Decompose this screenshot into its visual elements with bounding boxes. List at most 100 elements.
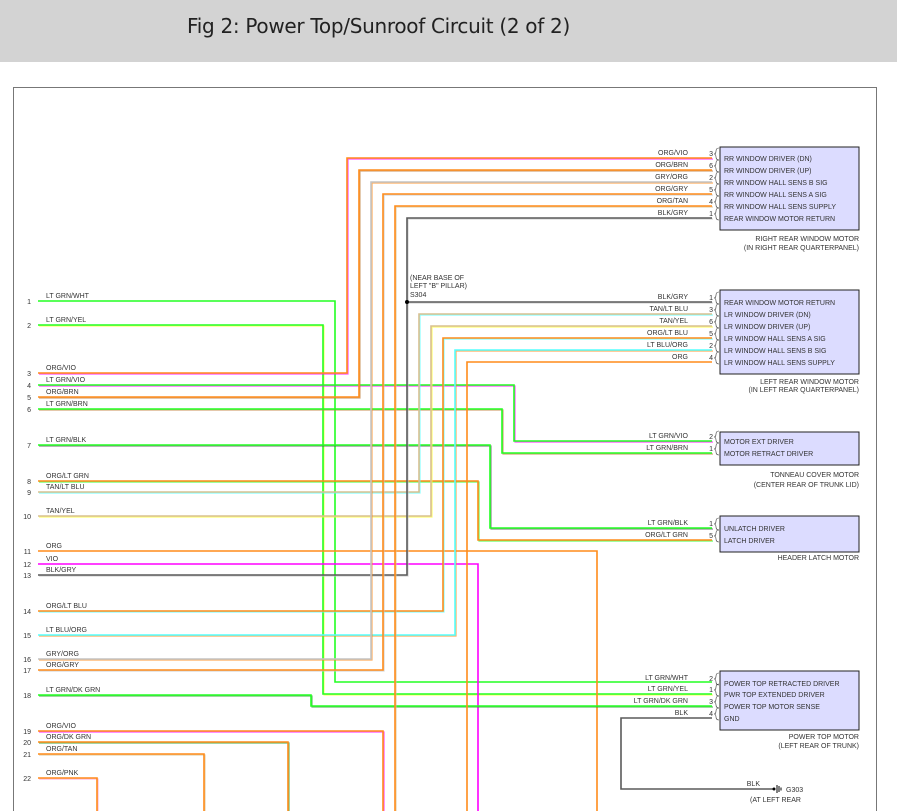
- connector-pin-number: 3: [27, 371, 31, 378]
- wire-stripe: [38, 324, 712, 695]
- connector-bracket-icon: [713, 339, 720, 353]
- connector-wire-label: GRY/ORG: [46, 651, 79, 658]
- splice-dot: [405, 300, 409, 304]
- ground-dot: [772, 787, 776, 791]
- wire-stripe: [38, 384, 712, 442]
- splice-location: (NEAR BASE OF: [410, 275, 464, 282]
- connector-bracket-icon: [713, 707, 720, 721]
- ground-icon: [772, 785, 782, 793]
- component-pin-number: 2: [709, 343, 713, 350]
- wire-stripe: [38, 217, 712, 576]
- wire-org-lt-blu: [38, 337, 713, 613]
- component-wire-label: BLK/GRY: [658, 294, 689, 301]
- connector-wire-label: LT GRN/BLK: [46, 437, 87, 444]
- component-pin-function: POWER TOP MOTOR SENSE: [724, 704, 820, 711]
- component-wire-label: BLK: [675, 710, 689, 717]
- connector-pin-number: 18: [23, 693, 31, 700]
- component-pin-function: RR WINDOW HALL SENS SUPPLY: [724, 204, 836, 211]
- wire-stripe: [38, 550, 598, 811]
- wire-tracer: [39, 338, 713, 613]
- component-pin-number: 3: [709, 307, 713, 314]
- wire-gry-org: [38, 181, 713, 661]
- component-name: LEFT REAR WINDOW MOTOR: [760, 379, 859, 386]
- component-pin-number: 1: [709, 211, 713, 218]
- component-location: (LEFT REAR OF TRUNK): [778, 743, 859, 750]
- component-wire-label: LT GRN/WHT: [645, 675, 689, 682]
- component-pin-number: 4: [709, 711, 713, 718]
- wire-vio: [38, 563, 479, 811]
- wire-stripe: [38, 730, 384, 811]
- wire-org-tan: [38, 753, 206, 811]
- component-wire-label: ORG/BRN: [655, 162, 688, 169]
- connector-wire-label: ORG/TAN: [46, 746, 77, 753]
- component-pin-function: MOTOR RETRACT DRIVER: [724, 451, 813, 458]
- connector-pin-number: 9: [27, 490, 31, 497]
- connector-bracket-icon: [713, 183, 720, 197]
- component-wire-label: LT GRN/YEL: [648, 686, 688, 693]
- connector-pin-number: 16: [23, 657, 31, 664]
- page-title: Fig 2: Power Top/Sunroof Circuit (2 of 2…: [187, 14, 570, 38]
- connector-pin-number: 8: [27, 479, 31, 486]
- component-pin-number: 5: [709, 331, 713, 338]
- component-name: TONNEAU COVER MOTOR: [770, 472, 859, 479]
- wire-stripe: [466, 361, 712, 811]
- ground-wire-label: BLK: [747, 781, 761, 788]
- component-name: POWER TOP MOTOR: [789, 734, 859, 741]
- connector-wire-label: ORG: [46, 543, 62, 550]
- connector-bracket-icon: [713, 529, 720, 543]
- wire-org-pnk: [38, 777, 99, 811]
- connector-pin-number: 12: [23, 562, 31, 569]
- connector-pin-number: 13: [23, 573, 31, 580]
- component-pin-function: LR WINDOW DRIVER (UP): [724, 324, 810, 331]
- component-wire-label: LT BLU/ORG: [647, 342, 688, 349]
- wire-org-vio: [38, 730, 385, 811]
- connector-bracket-icon: [713, 171, 720, 185]
- connector-wire-label: TAN/LT BLU: [46, 484, 85, 491]
- wire-lt-grn-brn: [38, 408, 713, 455]
- wire-tracer: [39, 778, 99, 811]
- connector-wire-label: TAN/YEL: [46, 508, 75, 515]
- wire-stripe: [38, 313, 712, 493]
- component-pin-number: 1: [709, 521, 713, 528]
- connector-pin-number: 6: [27, 407, 31, 414]
- wire-tracer: [39, 182, 713, 661]
- component-pin-function: PWR TOP EXTENDED DRIVER: [724, 692, 825, 699]
- connector-pin-number: 11: [24, 549, 31, 556]
- connector-bracket-icon: [713, 147, 720, 161]
- connector-bracket-icon: [713, 303, 720, 317]
- component-pin-number: 4: [709, 355, 713, 362]
- wire-tan-lt-blu: [38, 313, 713, 494]
- component-pin-function: REAR WINDOW MOTOR RETURN: [724, 300, 835, 307]
- component-pin-number: 5: [709, 187, 713, 194]
- connector-bracket-icon: [713, 351, 720, 365]
- wire-lt-grn-yel: [38, 324, 713, 696]
- wire-org-gry: [38, 193, 713, 672]
- connector-bracket-icon: [713, 430, 720, 444]
- component-wire-label: LT GRN/BLK: [648, 520, 689, 527]
- connector-pin-number: 4: [27, 383, 31, 390]
- wire-tracer: [39, 742, 290, 811]
- connector-wire-label: ORG/VIO: [46, 365, 77, 372]
- connector-pin-number: 1: [27, 299, 31, 306]
- wire-stripe: [394, 205, 712, 811]
- ground-id: G303: [786, 787, 803, 794]
- wire-tracer: [39, 325, 713, 696]
- wire-stripe: [38, 337, 712, 612]
- component-wire-label: TAN/LT BLU: [649, 306, 688, 313]
- wire-stripe: [38, 157, 712, 374]
- connector-bracket-icon: [713, 291, 720, 305]
- connector-bracket-icon: [713, 207, 720, 221]
- connector-wire-label: LT BLU/ORG: [46, 627, 87, 634]
- connector-bracket-icon: [713, 683, 720, 697]
- component-wire-label: ORG/VIO: [658, 150, 689, 157]
- connector-wire-label: ORG/LT GRN: [46, 473, 89, 480]
- splice-location: LEFT "B" PILLAR): [410, 283, 467, 290]
- component-power-top-motor: [719, 670, 860, 731]
- component-pin-function: RR WINDOW DRIVER (DN): [724, 156, 812, 163]
- component-location: (IN RIGHT REAR QUARTERPANEL): [744, 245, 859, 252]
- connector-bracket-icon: [713, 315, 720, 329]
- component-name: HEADER LATCH MOTOR: [778, 555, 859, 562]
- wire-tracer: [39, 409, 713, 455]
- connector-pin-number: 5: [27, 395, 31, 402]
- connector-wire-label: LT GRN/WHT: [46, 293, 90, 300]
